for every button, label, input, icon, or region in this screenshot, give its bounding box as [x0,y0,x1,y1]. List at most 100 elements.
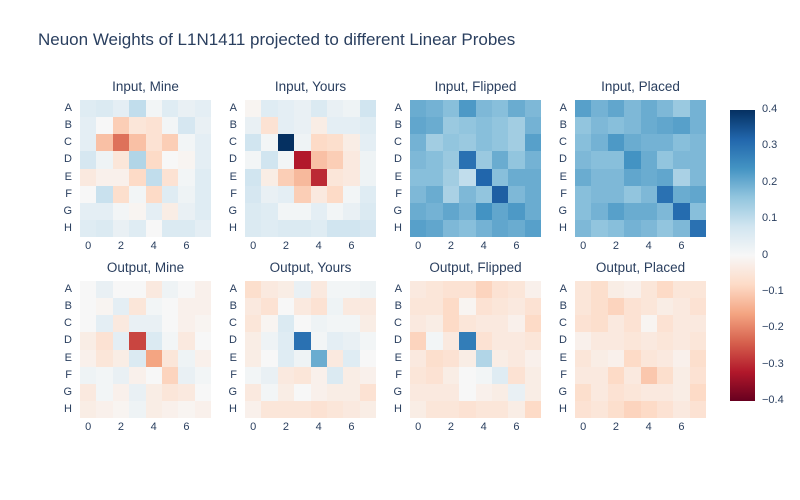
heatmap-cell [673,134,690,152]
heatmap-cell [475,134,492,152]
heatmap-cell [410,366,427,384]
y-tick-label: E [229,170,237,183]
heatmap-cell [475,100,492,118]
heatmap-cell [310,383,327,401]
subplot-title: Input, Yours [274,79,347,94]
heatmap-cell [459,315,476,333]
y-tick-label: H [229,221,237,234]
heatmap-cell [277,298,295,316]
heatmap-cell [673,281,690,299]
heatmap-grid[interactable] [245,100,376,237]
x-tick-label: 2 [612,240,619,252]
heatmap-cell [80,298,97,316]
heatmap-cell [145,400,162,418]
heatmap-cell [96,281,113,299]
heatmap-cell [673,219,690,237]
y-tick-label: A [394,102,402,114]
heatmap-cell [410,117,427,135]
heatmap-cell [656,315,674,333]
heatmap-cell [410,134,427,152]
heatmap-cell [575,100,592,118]
y-tick-label: G [393,385,402,398]
heatmap-cell [310,134,327,152]
heatmap-cell [689,366,706,384]
heatmap-cell [80,117,97,135]
heatmap-cell [343,315,360,333]
y-tick-label: A [559,283,567,295]
heatmap-grid[interactable] [575,281,706,418]
heatmap-cell [194,315,211,333]
heatmap-cell [277,315,295,333]
heatmap-cell [607,400,625,418]
heatmap-cell [575,366,592,384]
x-tick-label: 6 [678,240,685,252]
heatmap-cell [194,168,211,186]
heatmap-cell [426,366,443,384]
heatmap-cell [459,151,476,169]
heatmap-cell [261,298,278,316]
heatmap-cell [508,219,525,237]
heatmap-cell [624,100,641,118]
heatmap-cell [96,151,113,169]
heatmap-cell [178,219,195,237]
heatmap-cell [245,168,262,186]
heatmap-cell [96,349,113,367]
heatmap-cell [656,100,674,118]
heatmap-grid[interactable] [410,281,541,418]
heatmap-cell [161,202,179,220]
heatmap-cell [656,400,674,418]
heatmap-cell [112,100,130,118]
heatmap-cell [145,219,162,237]
heatmap-cell [491,315,509,333]
figure-title: Neuon Weights of L1N1411 projected to di… [38,30,516,49]
y-tick-label: E [559,351,567,364]
y-tick-label: C [559,317,567,330]
heatmap-grid[interactable] [80,100,211,237]
y-tick-label: B [394,119,402,132]
heatmap-cell [178,366,195,384]
heatmap-cell [310,281,327,299]
x-tick-label: 4 [150,240,157,252]
heatmap-cell [129,117,146,135]
colorbar-tick-label: 0 [762,248,769,261]
heatmap-cell [194,281,211,299]
heatmap-cell [161,134,179,152]
heatmap-cell [575,383,592,401]
heatmap-cell [508,202,525,220]
heatmap-cell [145,281,162,299]
x-tick-label: 0 [580,240,587,252]
heatmap-grid[interactable] [80,281,211,418]
x-tick-label: 6 [513,240,520,252]
heatmap-cell [673,332,690,350]
heatmap-cell [80,168,97,186]
heatmap-cell [475,202,492,220]
heatmap-cell [245,366,262,384]
heatmap-cell [294,151,311,169]
y-tick-label: B [559,119,567,132]
x-axis: 0 2 4 6 [575,421,706,435]
heatmap-cell [508,366,525,384]
heatmap-cell [640,281,657,299]
heatmap-grid[interactable] [245,281,376,418]
heatmap-cell [326,315,344,333]
heatmap-cell [359,281,376,299]
heatmap-cell [524,349,541,367]
heatmap-cell [624,383,641,401]
heatmap-cell [194,298,211,316]
heatmap-cell [245,383,262,401]
heatmap-cell [491,366,509,384]
heatmap-grid[interactable] [410,100,541,237]
heatmap-cell [591,332,608,350]
heatmap-cell [359,117,376,135]
heatmap-cell [410,168,427,186]
heatmap-cell [508,117,525,135]
heatmap-cell [178,151,195,169]
heatmap-cell [310,168,327,186]
heatmap-cell [442,168,460,186]
heatmap-cell [591,281,608,299]
heatmap-cell [245,117,262,135]
heatmap-grid[interactable] [575,100,706,237]
